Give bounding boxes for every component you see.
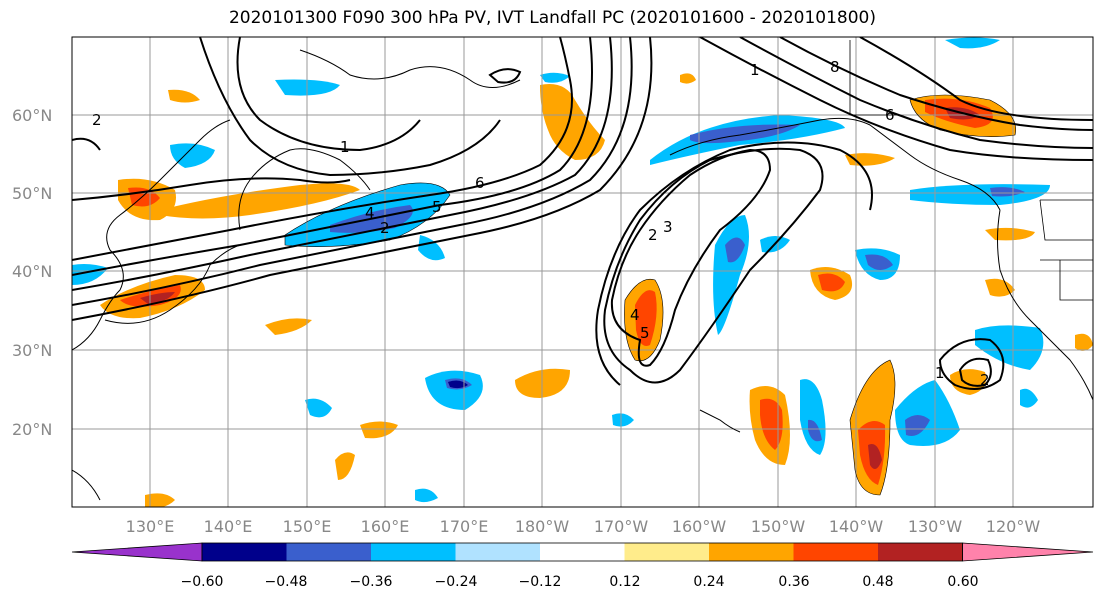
lon-label: 170°W — [594, 517, 649, 536]
contour-label: 3 — [663, 218, 673, 236]
lon-label: 150°E — [283, 517, 332, 536]
pv-contours — [72, 37, 1093, 390]
contour-label: 4 — [630, 306, 640, 324]
contour-label: 8 — [830, 58, 840, 76]
colorbar-extension-low — [71, 542, 203, 562]
lat-label-40n: 40°N — [12, 262, 52, 281]
colorbar-segment — [709, 543, 794, 561]
latitude-labels: 60°N 50°N 40°N 30°N 20°N — [12, 106, 52, 439]
lon-label: 140°E — [204, 517, 253, 536]
colorbar-segment — [624, 543, 710, 561]
longitude-labels: 130°E 140°E 150°E 160°E 170°E 180°W 170°… — [126, 517, 1041, 536]
map-title: 2020101300 F090 300 hPa PV, IVT Landfall… — [228, 8, 876, 28]
lon-label: 180°W — [515, 517, 570, 536]
colorbar-tick-labels: −0.60 −0.48 −0.36 −0.24 −0.12 0.12 0.24 … — [181, 574, 979, 590]
colorbar-tick-label: −0.60 — [181, 574, 224, 590]
lon-label: 160°E — [361, 517, 410, 536]
lon-label: 120°W — [986, 517, 1041, 536]
contour-label: 1 — [750, 61, 760, 79]
colorbar-tick-label: −0.48 — [265, 574, 308, 590]
map-plot-area: 2 1 6 4 2 5 2 3 4 5 1 8 6 1 2 — [72, 37, 1093, 507]
colorbar-segment — [286, 543, 372, 561]
contour-label: 1 — [340, 138, 350, 156]
contour-label: 2 — [380, 219, 390, 237]
coastlines — [72, 49, 1093, 501]
colorbar-tick-label: 0.60 — [947, 574, 978, 590]
lat-label-60n: 60°N — [12, 106, 52, 125]
colorbar-tick-label: 0.24 — [693, 574, 724, 590]
graticule — [72, 37, 1093, 507]
contour-label: 6 — [885, 106, 895, 124]
map-frame — [71, 36, 1094, 508]
colorbar-tick-label: 0.48 — [862, 574, 893, 590]
lon-label: 160°W — [672, 517, 727, 536]
colorbar-segment — [371, 543, 456, 561]
contour-label: 2 — [980, 371, 990, 389]
colorbar-segment — [878, 543, 963, 561]
lon-label: 140°W — [829, 517, 884, 536]
colorbar-extension-high — [962, 542, 1094, 562]
colorbar-segment — [202, 543, 287, 561]
contour-labels: 2 1 6 4 2 5 2 3 4 5 1 8 6 1 2 — [92, 58, 990, 389]
lon-label: 170°E — [440, 517, 489, 536]
colorbar — [71, 542, 1094, 562]
contour-label: 2 — [92, 111, 102, 129]
contour-label: 5 — [432, 198, 442, 216]
contour-label: 6 — [475, 174, 485, 192]
contour-label: 4 — [365, 204, 375, 222]
colorbar-tick-label: −0.12 — [519, 574, 562, 590]
colorbar-tick-label: −0.36 — [350, 574, 393, 590]
colorbar-tick-label: 0.12 — [609, 574, 640, 590]
shading-outlines — [284, 94, 1017, 496]
contour-label: 2 — [648, 226, 658, 244]
lon-label: 130°E — [126, 517, 175, 536]
colorbar-outline — [201, 542, 963, 562]
colorbar-segment — [793, 543, 879, 561]
contour-label: 1 — [935, 364, 945, 382]
lon-label: 150°W — [751, 517, 806, 536]
lat-label-30n: 30°N — [12, 341, 52, 360]
contour-label: 5 — [640, 324, 650, 342]
colorbar-tick-label: −0.24 — [435, 574, 478, 590]
colorbar-tick-label: 0.36 — [778, 574, 809, 590]
colorbar-segment — [455, 543, 541, 561]
colorbar-segment — [540, 543, 625, 561]
lon-label: 130°W — [908, 517, 963, 536]
lat-label-20n: 20°N — [12, 420, 52, 439]
lat-label-50n: 50°N — [12, 184, 52, 203]
